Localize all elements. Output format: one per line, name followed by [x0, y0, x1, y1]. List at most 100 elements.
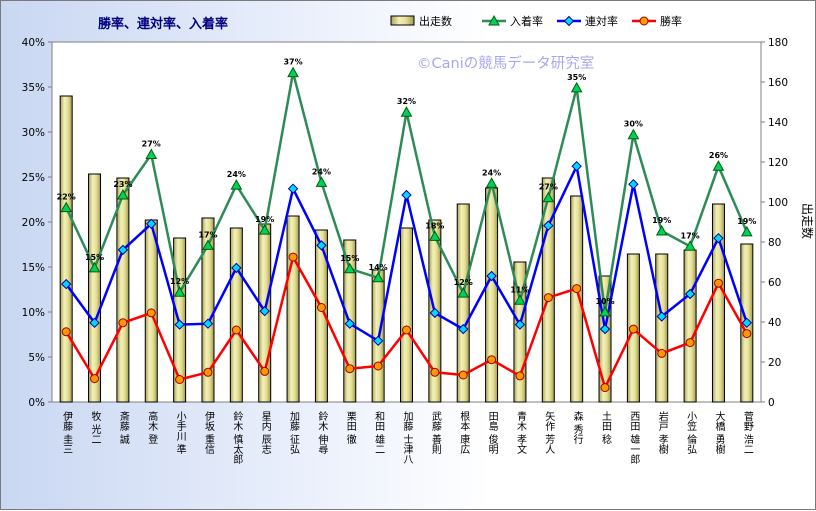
category-label: 根本 康広 — [458, 410, 470, 455]
category-label: 小手川 準 — [174, 411, 186, 455]
triangle-marker — [485, 177, 498, 188]
bar — [116, 177, 130, 403]
diamond-marker — [401, 189, 412, 201]
data-label: 19% — [737, 217, 756, 226]
circle-marker — [175, 375, 185, 384]
triangle-marker — [343, 262, 356, 274]
category-label: 栗田 徹 — [344, 411, 356, 445]
circle-marker — [316, 303, 326, 312]
diamond-marker — [458, 323, 469, 335]
diamond-marker — [174, 319, 185, 330]
data-label: 22% — [57, 193, 76, 202]
category-label: 小笠 倫弘 — [685, 411, 697, 455]
category-label: 牧 光二 — [89, 410, 101, 444]
circle-marker — [430, 367, 440, 377]
category-label: 西田 雄一郎 — [628, 411, 640, 465]
circle-marker — [657, 348, 667, 358]
triangle-marker — [88, 261, 101, 273]
circle-marker — [146, 308, 156, 318]
bar — [286, 215, 300, 403]
line-series: 22% 15% 23% 27% 12% 17% 24% 19% 37% 24% 15% 14% 32% 1… — [57, 58, 756, 393]
category-labels: 伊藤 圭三 牧 光二 斎藤 誠 高木 登 小手川 準 伊坂 重信 鈴木 慎太郎 星内 辰志 加藤… — [61, 410, 754, 465]
triangle-marker — [258, 224, 271, 235]
y2-tick-label: 180 — [768, 37, 788, 49]
diamond-marker — [563, 15, 575, 27]
category-label: 土田 稔 — [600, 410, 612, 445]
category-label: 岩戸 孝樹 — [656, 410, 668, 455]
bar — [711, 203, 725, 403]
category-label: 武藤 善則 — [429, 410, 441, 455]
series-diamond — [60, 160, 753, 347]
triangle-marker — [542, 191, 555, 203]
data-label: 15% — [340, 254, 359, 263]
triangle-marker — [372, 271, 384, 283]
circle-marker — [402, 325, 411, 335]
diamond-marker — [231, 262, 242, 274]
triangle-marker — [740, 225, 753, 237]
triangle-marker — [712, 160, 725, 171]
circle-marker — [260, 366, 270, 376]
triangle-marker — [627, 128, 640, 140]
category-label: 加藤 征弘 — [288, 411, 300, 455]
data-label: 12% — [454, 278, 473, 287]
diamond-marker — [741, 317, 753, 329]
triangle-marker — [400, 106, 413, 117]
diamond-marker — [287, 183, 299, 194]
y-tick-label: 5% — [28, 352, 45, 364]
data-label: 24% — [312, 167, 331, 176]
legend-swatch — [390, 15, 415, 26]
axes — [48, 41, 765, 403]
y-tick-label: 25% — [22, 172, 45, 184]
triangle-marker — [60, 201, 73, 213]
circle-marker — [639, 16, 649, 26]
circle-marker — [543, 293, 553, 303]
bar — [229, 227, 243, 403]
data-label: 14% — [369, 263, 388, 272]
circle-marker — [231, 325, 241, 335]
category-label: 菅野 浩二 — [741, 411, 753, 454]
bar — [314, 229, 328, 403]
data-label: 27% — [539, 183, 558, 192]
y2-tick-label: 160 — [768, 77, 788, 89]
legend-label: 連対率 — [585, 14, 618, 28]
diamond-marker — [713, 232, 724, 244]
diamond-marker — [429, 307, 441, 319]
data-label: 35% — [567, 73, 586, 82]
data-label: 12% — [170, 277, 189, 286]
circle-marker — [600, 383, 610, 393]
triangle-marker — [230, 179, 243, 190]
diamond-marker — [344, 318, 355, 329]
y2-tick-label: 0 — [768, 397, 775, 409]
diamond-marker — [259, 305, 270, 317]
triangle-marker — [599, 305, 611, 317]
bar — [485, 187, 499, 403]
y2-tick-label: 60 — [768, 277, 781, 289]
series-circle — [61, 252, 752, 393]
circle-marker — [203, 367, 213, 377]
diamond-marker — [89, 317, 100, 329]
data-label: 24% — [227, 170, 246, 179]
triangle-marker — [570, 81, 583, 93]
diamond-marker — [60, 278, 72, 290]
data-label: 17% — [681, 231, 700, 240]
category-label: 森 秀行 — [571, 410, 583, 445]
legend: 出走数 入着率 連対率 勝率 — [390, 14, 682, 28]
y-tick-label: 20% — [22, 217, 45, 229]
triangle-marker — [287, 66, 299, 78]
diamond-marker — [202, 318, 214, 329]
bar — [400, 227, 413, 403]
category-label: 高木 登 — [146, 410, 158, 444]
watermark-text: ©Caniの競馬データ研究室 — [417, 54, 594, 72]
bar — [683, 249, 697, 403]
diamond-marker — [628, 178, 639, 190]
data-label: 19% — [652, 216, 671, 225]
circle-marker — [345, 364, 355, 374]
bar — [570, 195, 584, 403]
triangle-marker — [315, 176, 328, 187]
circle-marker — [288, 252, 298, 262]
category-label: 鈴木 慎太郎 — [231, 410, 243, 465]
data-label: 24% — [482, 168, 501, 177]
triangle-marker — [488, 14, 500, 26]
diamond-marker — [543, 220, 554, 231]
